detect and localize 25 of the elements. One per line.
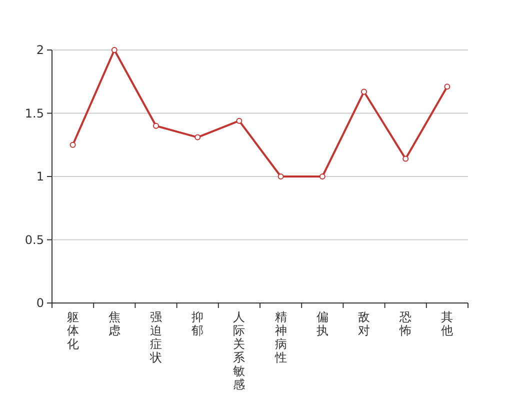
x-tick-label: 其他: [441, 310, 454, 338]
x-tick-label: 偏执: [316, 310, 328, 338]
y-tick-label: 0.5: [24, 232, 44, 247]
point: [278, 174, 284, 180]
y-tick-label: 1: [36, 170, 44, 184]
x-tick-label: 人际关系敏感: [233, 310, 246, 392]
point: [319, 174, 326, 180]
point: [361, 88, 367, 95]
point: [444, 84, 450, 90]
x-tick-label: 强迫症状: [150, 310, 162, 364]
y-tick-label: 0: [36, 296, 44, 310]
point: [70, 142, 76, 148]
y-tick-label: 2: [36, 43, 44, 57]
x-tick-label: 焦虑: [108, 310, 120, 338]
x-tick-label: 抑郁: [192, 310, 204, 338]
point: [236, 118, 242, 124]
x-tick-label: 躯体化: [66, 310, 79, 351]
point: [111, 47, 118, 53]
x-tick-label: 敌对: [358, 310, 370, 338]
point: [194, 134, 201, 140]
point: [402, 156, 409, 162]
x-tick-label: 恐怖: [400, 310, 412, 338]
y-tick-label: 1.5: [24, 106, 44, 120]
point: [153, 122, 159, 129]
x-tick-label: 精神病性: [274, 310, 287, 364]
